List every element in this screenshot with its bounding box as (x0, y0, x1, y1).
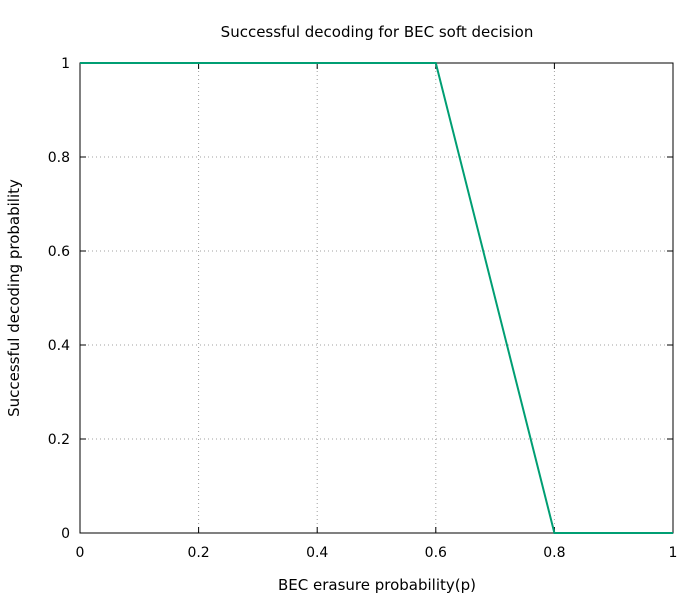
series-line (80, 62, 673, 534)
y-axis-label: Successful decoding probability (5, 179, 23, 417)
tick-labels: 0 0.2 0.4 0.6 0.8 1 0 0.2 0.4 0.6 0.8 1 (48, 56, 678, 561)
x-tick-label: 0.2 (187, 545, 209, 561)
y-tick-label: 0 (61, 526, 70, 542)
x-tick-label: 0.8 (543, 545, 565, 561)
y-tick-label: 0.6 (48, 244, 70, 260)
y-tick-label: 1 (61, 56, 70, 72)
x-tick-label: 1 (669, 545, 678, 561)
chart-title: Successful decoding for BEC soft decisio… (221, 23, 534, 41)
y-tick-label: 0.4 (48, 338, 70, 354)
series-lines (80, 62, 673, 534)
x-axis-label: BEC erasure probability(p) (278, 576, 476, 594)
x-tick-label: 0.4 (306, 545, 328, 561)
y-tick-label: 0.8 (48, 150, 70, 166)
y-tick-label: 0.2 (48, 432, 70, 448)
x-tick-label: 0.6 (425, 545, 447, 561)
grid (80, 63, 673, 533)
x-tick-label: 0 (76, 545, 85, 561)
